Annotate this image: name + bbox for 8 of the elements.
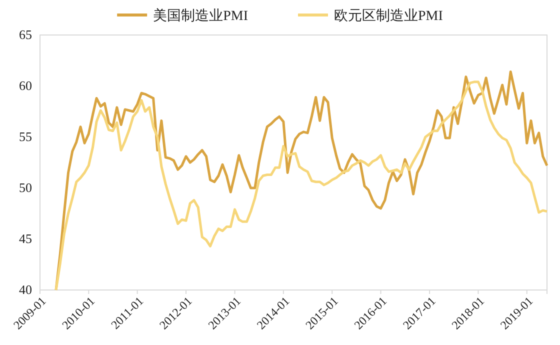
y-tick-label: 45 xyxy=(19,231,32,246)
legend-label: 美国制造业PMI xyxy=(153,8,248,24)
legend-label: 欧元区制造业PMI xyxy=(334,8,444,24)
y-tick-label: 60 xyxy=(19,78,32,94)
y-tick-label: 50 xyxy=(19,180,32,196)
y-tick-label: 65 xyxy=(19,27,32,42)
y-tick-label: 55 xyxy=(19,129,32,144)
y-tick-label: 40 xyxy=(19,282,32,298)
